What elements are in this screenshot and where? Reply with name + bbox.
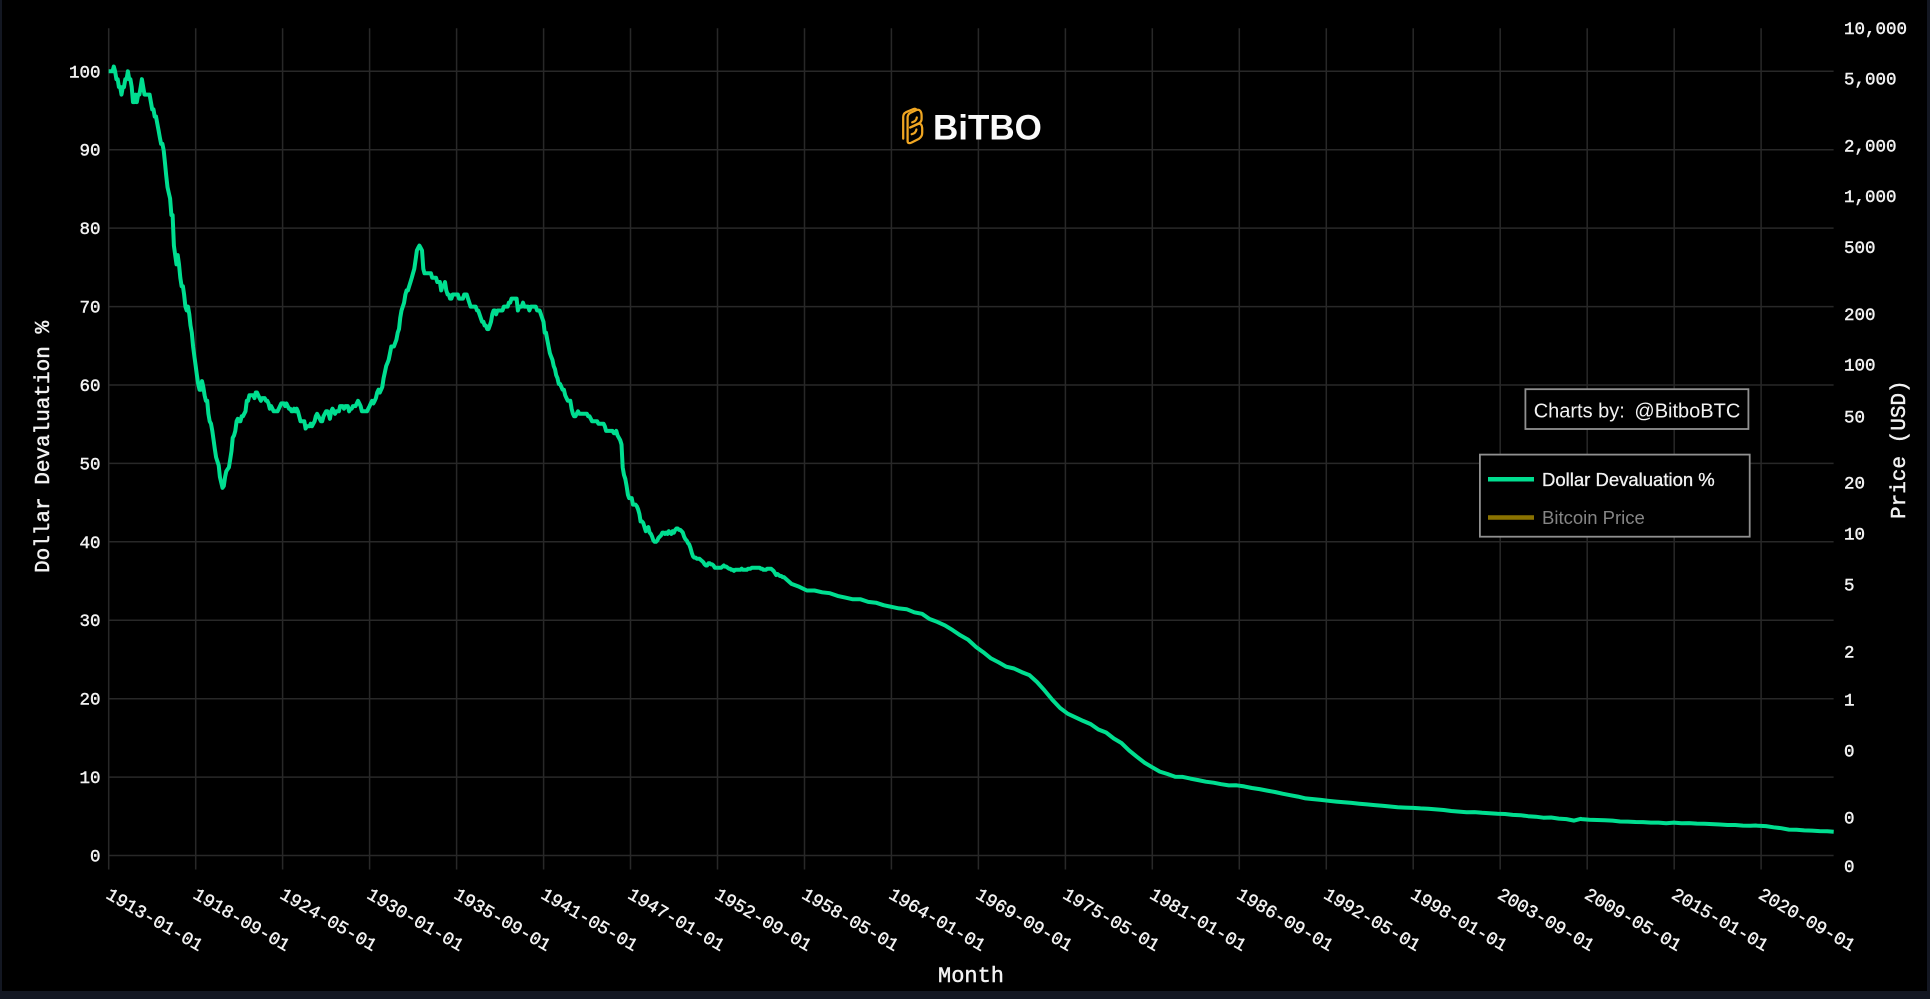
svg-text:Dollar Devaluation %: Dollar Devaluation % — [1542, 469, 1715, 490]
svg-text:50: 50 — [1844, 409, 1865, 429]
svg-text:Bitcoin Price: Bitcoin Price — [1542, 507, 1645, 528]
svg-text:10: 10 — [79, 769, 100, 789]
svg-text:Month: Month — [938, 964, 1004, 989]
svg-text:20: 20 — [79, 691, 100, 711]
svg-text:0: 0 — [1844, 810, 1855, 830]
svg-text:40: 40 — [79, 534, 100, 554]
svg-text:1: 1 — [1844, 692, 1855, 712]
svg-text:0: 0 — [1844, 858, 1855, 878]
svg-text:BiTBO: BiTBO — [933, 109, 1042, 148]
svg-text:5: 5 — [1844, 577, 1855, 597]
svg-text:50: 50 — [79, 455, 100, 475]
svg-text:80: 80 — [79, 220, 100, 240]
svg-text:Charts by: @BitboBTC: Charts by: @BitboBTC — [1534, 401, 1741, 423]
svg-text:90: 90 — [79, 142, 100, 162]
svg-text:20: 20 — [1844, 475, 1865, 495]
svg-text:10,000: 10,000 — [1844, 20, 1907, 40]
svg-text:5,000: 5,000 — [1844, 71, 1897, 91]
svg-text:1,000: 1,000 — [1844, 188, 1897, 208]
svg-text:0: 0 — [1844, 743, 1855, 763]
svg-text:2,000: 2,000 — [1844, 138, 1897, 158]
svg-text:30: 30 — [79, 612, 100, 632]
svg-text:70: 70 — [79, 299, 100, 319]
svg-text:100: 100 — [1844, 357, 1876, 377]
svg-text:Dollar Devaluation %: Dollar Devaluation % — [33, 321, 56, 573]
svg-text:100: 100 — [69, 63, 101, 83]
svg-text:60: 60 — [79, 377, 100, 397]
svg-text:500: 500 — [1844, 239, 1876, 259]
svg-text:Price (USD): Price (USD) — [1889, 380, 1912, 519]
svg-text:2: 2 — [1844, 644, 1855, 664]
svg-text:10: 10 — [1844, 526, 1865, 546]
svg-text:200: 200 — [1844, 306, 1876, 326]
svg-text:0: 0 — [90, 848, 101, 868]
